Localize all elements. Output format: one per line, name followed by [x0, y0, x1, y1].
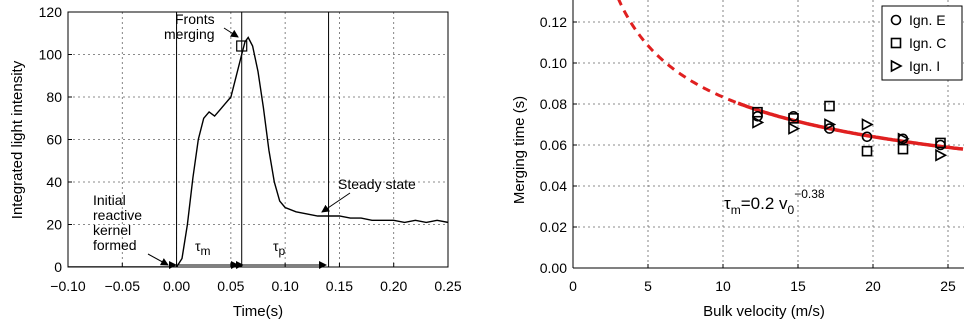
- annotation-arrow: [321, 192, 351, 213]
- annotation-arrow: [223, 27, 239, 38]
- tau-m-interval: τm: [169, 238, 239, 269]
- y-tick-label: 100: [39, 47, 63, 63]
- axis-ticks: 0 5 10 15 20 25 0.00 0.02 0.04 0.06 0.08 0.10 0.12: [540, 14, 956, 294]
- y-tick-label: 120: [39, 4, 63, 20]
- y-tick-label: 0.04: [540, 178, 567, 194]
- legend-marker-triangle-right: [890, 59, 903, 73]
- fit-curve-group: [617, 0, 964, 151]
- y-tick-label: 0.06: [540, 137, 567, 153]
- data-point-square: [897, 143, 909, 155]
- grid: [68, 12, 448, 267]
- x-tick-label: 0.25: [434, 278, 461, 294]
- fronts-merging-annotation: Fronts merging: [164, 11, 239, 42]
- legend-box: [881, 5, 963, 81]
- annotation-line: Initial: [93, 192, 126, 208]
- data-point-square: [824, 100, 835, 112]
- y-tick-label: 0.02: [540, 219, 567, 235]
- legend-marker-square: [890, 37, 902, 49]
- series-group: [752, 100, 948, 162]
- x-tick-label: 15: [790, 278, 806, 294]
- axis-ticks: −0.10 −0.05 0.00 0.05 0.10 0.15 0.20 0.25 0 20 40 6…: [39, 4, 462, 294]
- steady-state-annotation: Steady state: [321, 176, 416, 213]
- data-point-triangle-right: [897, 132, 910, 146]
- y-tick-label: 0.10: [540, 55, 567, 71]
- x-axis-label: Bulk velocity (m/s): [703, 303, 825, 320]
- fit-curve-solid: [737, 101, 964, 151]
- annotation-line: merging: [164, 26, 215, 42]
- x-tick-label: −0.10: [50, 278, 86, 294]
- y-tick-label: 0: [54, 259, 62, 275]
- annotation-line: Steady state: [338, 176, 416, 192]
- x-axis-label: Time(s): [233, 303, 283, 320]
- x-tick-label: 0.15: [326, 278, 353, 294]
- data-point-triangle-right: [788, 122, 801, 135]
- data-point-circle: [861, 131, 873, 143]
- y-tick-label: 20: [46, 217, 62, 233]
- legend-marker-circle: [890, 14, 902, 26]
- data-point-triangle-right: [935, 148, 948, 162]
- legend: Ign. E Ign. C Ign. I: [881, 5, 963, 81]
- x-tick-label: −0.05: [105, 278, 141, 294]
- x-tick-label: 20: [865, 278, 881, 294]
- annotation-line: formed: [93, 237, 137, 253]
- legend-label: Ign. E: [909, 12, 946, 28]
- data-point-triangle-right: [824, 118, 837, 131]
- annotation-line: kernel: [93, 222, 131, 238]
- data-point-square: [935, 137, 946, 149]
- series-group: [68, 36, 448, 267]
- intensity-series-line: [68, 36, 448, 267]
- y-axis-label: Integrated light intensity: [9, 60, 26, 219]
- kernel-annotation: Initial reactive kernel formed: [93, 192, 169, 266]
- x-tick-label: 5: [644, 278, 652, 294]
- merging-time-chart: 0 5 10 15 20 25 0.00 0.02 0.04 0.06 0.08 0.10 0.12 B…: [511, 0, 964, 320]
- x-tick-label: 0.10: [272, 278, 299, 294]
- y-tick-label: 40: [46, 174, 62, 190]
- merge-point-marker: [236, 40, 248, 52]
- data-point-triangle-right: [752, 116, 765, 129]
- y-tick-label: 0.12: [540, 14, 567, 30]
- y-tick-label: 0.08: [540, 96, 567, 112]
- x-tick-label: 0.00: [163, 278, 190, 294]
- x-tick-label: 25: [940, 278, 956, 294]
- y-tick-label: 60: [46, 132, 62, 148]
- x-tick-label: 10: [715, 278, 731, 294]
- marker-group: [236, 40, 248, 52]
- tau-m-label: τm: [195, 238, 211, 258]
- fit-equation: τm=0.2 v0−0.38: [724, 187, 825, 217]
- light-intensity-chart: −0.10 −0.05 0.00 0.05 0.10 0.15 0.20 0.25 0 20 40 6…: [9, 4, 462, 320]
- data-point-square: [788, 113, 799, 124]
- x-tick-label: 0.05: [217, 278, 244, 294]
- y-tick-label: 0.00: [540, 260, 567, 276]
- tau-p-label: τp: [273, 238, 286, 258]
- legend-label: Ign. I: [909, 58, 940, 74]
- y-tick-label: 80: [46, 89, 62, 105]
- x-tick-label: 0: [569, 278, 577, 294]
- fit-curve-dashed: [617, 0, 739, 105]
- data-point-square: [752, 106, 763, 118]
- annotation-line: Fronts: [175, 11, 215, 27]
- tau-p-interval: τp: [236, 238, 327, 269]
- annotation-line: reactive: [93, 207, 142, 223]
- data-point-square: [861, 145, 873, 157]
- data-point-triangle-right: [861, 118, 874, 131]
- x-tick-label: 0.20: [380, 278, 407, 294]
- annotation-arrow: [147, 253, 169, 266]
- y-axis-label: Merging time (s): [511, 96, 528, 204]
- legend-label: Ign. C: [909, 35, 946, 51]
